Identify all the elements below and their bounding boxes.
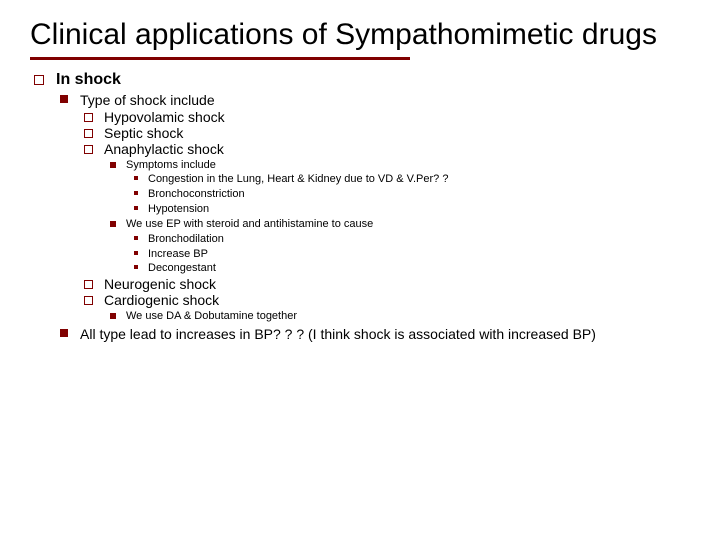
text: Decongestant xyxy=(148,262,216,274)
text: Cardiogenic shock xyxy=(104,292,219,308)
slide-title: Clinical applications of Sympathomimetic… xyxy=(30,18,690,53)
text: Type of shock include xyxy=(80,92,215,108)
text: All type lead to increases in BP? ? ? (I… xyxy=(80,326,596,342)
list-item: We use EP with steroid and antihistamine… xyxy=(108,217,690,276)
list-item: Type of shock include Hypovolamic shock … xyxy=(60,91,690,326)
list-item: Hypotension xyxy=(130,202,690,217)
text: Anaphylactic shock xyxy=(104,141,224,157)
list-item: Symptoms include Congestion in the Lung,… xyxy=(108,158,690,217)
text: Hypovolamic shock xyxy=(104,109,225,125)
list-item: Increase BP xyxy=(130,247,690,262)
list-item: In shock Type of shock include Hypovolam… xyxy=(34,70,690,345)
text: Congestion in the Lung, Heart & Kidney d… xyxy=(148,173,448,185)
text: We use EP with steroid and antihistamine… xyxy=(126,218,373,230)
list-item: Septic shock xyxy=(84,125,690,141)
list-item: Neurogenic shock xyxy=(84,276,690,292)
list-item: We use DA & Dobutamine together xyxy=(108,309,690,324)
list-item: Bronchoconstriction xyxy=(130,187,690,202)
list-item: Decongestant xyxy=(130,261,690,276)
outline-root: In shock Type of shock include Hypovolam… xyxy=(34,70,690,345)
list-item: Bronchodilation xyxy=(130,232,690,247)
text: Symptoms include xyxy=(126,159,216,171)
text: In shock xyxy=(56,71,121,88)
list-item: All type lead to increases in BP? ? ? (I… xyxy=(60,325,690,343)
text: Increase BP xyxy=(148,248,208,260)
text: Bronchoconstriction xyxy=(148,188,245,200)
text: Hypotension xyxy=(148,203,209,215)
title-underline xyxy=(30,57,410,60)
list-item: Congestion in the Lung, Heart & Kidney d… xyxy=(130,172,690,187)
slide: Clinical applications of Sympathomimetic… xyxy=(0,0,720,354)
list-item: Hypovolamic shock xyxy=(84,109,690,125)
text: Bronchodilation xyxy=(148,233,224,245)
text: Septic shock xyxy=(104,125,183,141)
list-item: Cardiogenic shock We use DA & Dobutamine… xyxy=(84,292,690,324)
text: We use DA & Dobutamine together xyxy=(126,310,297,322)
text: Neurogenic shock xyxy=(104,276,216,292)
list-item: Anaphylactic shock Symptoms include Cong… xyxy=(84,141,690,277)
